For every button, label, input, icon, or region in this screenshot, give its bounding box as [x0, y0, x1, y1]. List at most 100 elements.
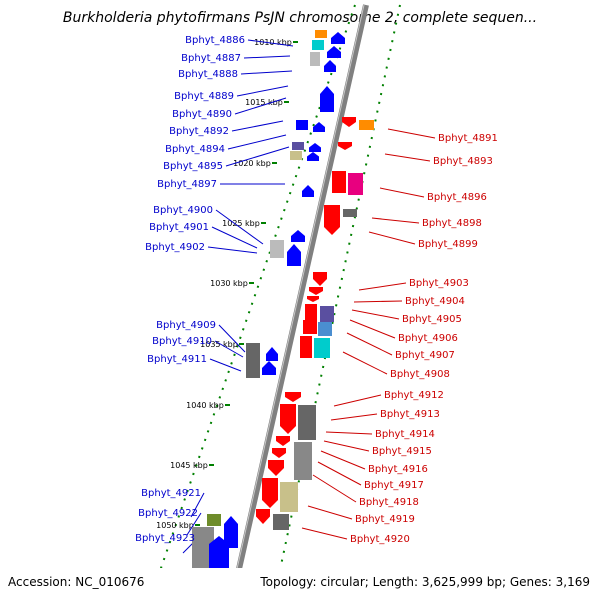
forward-gene-arrow — [327, 46, 341, 58]
connector-line — [325, 431, 373, 435]
forward-gene-label[interactable]: Bphyt_4923 — [135, 533, 195, 544]
forward-gene-label[interactable]: Bphyt_4887 — [181, 53, 241, 64]
scale-label: 1015 kbp — [245, 98, 283, 107]
reverse-gene-label[interactable]: Bphyt_4920 — [350, 534, 410, 545]
forward-gene-label[interactable]: Bphyt_4922 — [138, 508, 198, 519]
forward-gene-label[interactable]: Bphyt_4909 — [156, 320, 216, 331]
footer-background — [0, 568, 600, 600]
gene-block — [314, 338, 330, 358]
connector-line — [333, 394, 382, 407]
reverse-gene-label[interactable]: Bphyt_4916 — [368, 464, 428, 475]
gene-block — [315, 30, 327, 38]
reverse-gene-arrow — [338, 142, 352, 150]
reverse-gene-label[interactable]: Bphyt_4914 — [375, 429, 435, 440]
gene-block — [207, 514, 221, 526]
gene-block — [359, 120, 374, 130]
genome-info-text: Topology: circular; Length: 3,625,999 bp… — [259, 575, 590, 589]
connector-line — [387, 128, 436, 139]
connector-line — [186, 512, 202, 536]
forward-gene-label[interactable]: Bphyt_4894 — [165, 144, 225, 155]
label-connectors — [182, 39, 436, 554]
gene-block — [318, 322, 332, 336]
forward-gene-label[interactable]: Bphyt_4902 — [145, 242, 205, 253]
connector-line — [240, 70, 293, 75]
reverse-gene-arrow — [324, 205, 340, 235]
gene-block — [343, 209, 357, 217]
reverse-track-line — [279, 4, 401, 571]
forward-gene-label[interactable]: Bphyt_4892 — [169, 126, 229, 137]
reverse-gene-label[interactable]: Bphyt_4904 — [405, 296, 465, 307]
reverse-gene-arrow — [309, 287, 323, 295]
gene-labels: Bphyt_4886 Bphyt_4887 Bphyt_4888 Bphyt_4889… — [135, 35, 498, 545]
connector-line — [368, 231, 416, 245]
forward-gene-label[interactable]: Bphyt_4895 — [163, 161, 223, 172]
connector-line — [353, 300, 403, 303]
reverse-gene-label[interactable]: Bphyt_4891 — [438, 133, 498, 144]
reverse-gene-label[interactable]: Bphyt_4905 — [402, 314, 462, 325]
connector-line — [384, 153, 431, 162]
forward-gene-label[interactable]: Bphyt_4911 — [147, 354, 207, 365]
connector-line — [211, 226, 258, 249]
forward-gene-label[interactable]: Bphyt_4886 — [185, 35, 245, 46]
connector-line — [243, 55, 291, 59]
forward-gene-label[interactable]: Bphyt_4897 — [157, 179, 217, 190]
gene-block — [294, 442, 312, 480]
forward-gene-label[interactable]: Bphyt_4921 — [141, 488, 201, 499]
scale-group: 1010 kbp 1015 kbp 1020 kbp 1025 kbp 1030 kbp… — [156, 38, 298, 588]
forward-gene-label[interactable]: Bphyt_4900 — [153, 205, 213, 216]
gene-block — [292, 142, 304, 150]
connector-line — [323, 440, 370, 452]
connector-line — [301, 527, 348, 540]
connector-line — [371, 217, 420, 224]
gene-features — [192, 30, 374, 600]
reverse-gene-label[interactable]: Bphyt_4912 — [384, 390, 444, 401]
backbone-highlight — [229, 4, 365, 600]
reverse-gene-label[interactable]: Bphyt_4919 — [355, 514, 415, 525]
reverse-gene-label[interactable]: Bphyt_4903 — [409, 278, 469, 289]
reverse-gene-label[interactable]: Bphyt_4893 — [433, 156, 493, 167]
connector-line — [330, 413, 378, 421]
forward-gene-label[interactable]: Bphyt_4889 — [174, 91, 234, 102]
forward-gene-arrow — [331, 32, 345, 44]
connector-line — [236, 85, 289, 97]
forward-gene-arrow — [307, 152, 319, 161]
forward-gene-arrow — [224, 516, 238, 548]
reverse-gene-arrow — [307, 296, 319, 302]
connector-line — [351, 309, 400, 320]
connector-line — [234, 97, 287, 115]
forward-gene-label[interactable]: Bphyt_4901 — [149, 222, 209, 233]
gene-block — [280, 482, 298, 512]
reverse-gene-label[interactable]: Bphyt_4898 — [422, 218, 482, 229]
reverse-gene-label[interactable]: Bphyt_4906 — [398, 333, 458, 344]
forward-gene-label[interactable]: Bphyt_4890 — [172, 109, 232, 120]
forward-gene-label[interactable]: Bphyt_4888 — [178, 69, 238, 80]
connector-line — [349, 319, 396, 339]
connector-line — [207, 246, 258, 254]
forward-gene-label[interactable]: Bphyt_4910 — [152, 336, 212, 347]
gene-block — [246, 343, 260, 378]
forward-gene-arrow — [309, 143, 321, 152]
reverse-gene-label[interactable]: Bphyt_4917 — [364, 480, 424, 491]
reverse-gene-label[interactable]: Bphyt_4915 — [372, 446, 432, 457]
reverse-gene-label[interactable]: Bphyt_4918 — [359, 497, 419, 508]
reverse-gene-label[interactable]: Bphyt_4908 — [390, 369, 450, 380]
reverse-gene-label[interactable]: Bphyt_4913 — [380, 409, 440, 420]
scale-label: 1035 kbp — [200, 340, 238, 349]
scale-label: 1030 kbp — [210, 279, 248, 288]
reverse-gene-arrow — [256, 509, 270, 524]
gene-block — [310, 52, 320, 66]
gene-block — [332, 171, 346, 193]
chromosome-backbone — [229, 4, 369, 600]
gene-block — [270, 240, 284, 258]
forward-gene-arrow — [291, 230, 305, 242]
forward-gene-arrow — [262, 361, 276, 375]
reverse-gene-arrow — [285, 392, 301, 402]
accession-text: Accession: NC_010676 — [8, 575, 144, 589]
reverse-gene-label[interactable]: Bphyt_4896 — [427, 192, 487, 203]
reverse-gene-label[interactable]: Bphyt_4899 — [418, 239, 478, 250]
reverse-gene-label[interactable]: Bphyt_4907 — [395, 350, 455, 361]
gene-block — [290, 151, 302, 160]
reverse-gene-arrow — [313, 272, 327, 286]
connector-line — [225, 146, 290, 167]
